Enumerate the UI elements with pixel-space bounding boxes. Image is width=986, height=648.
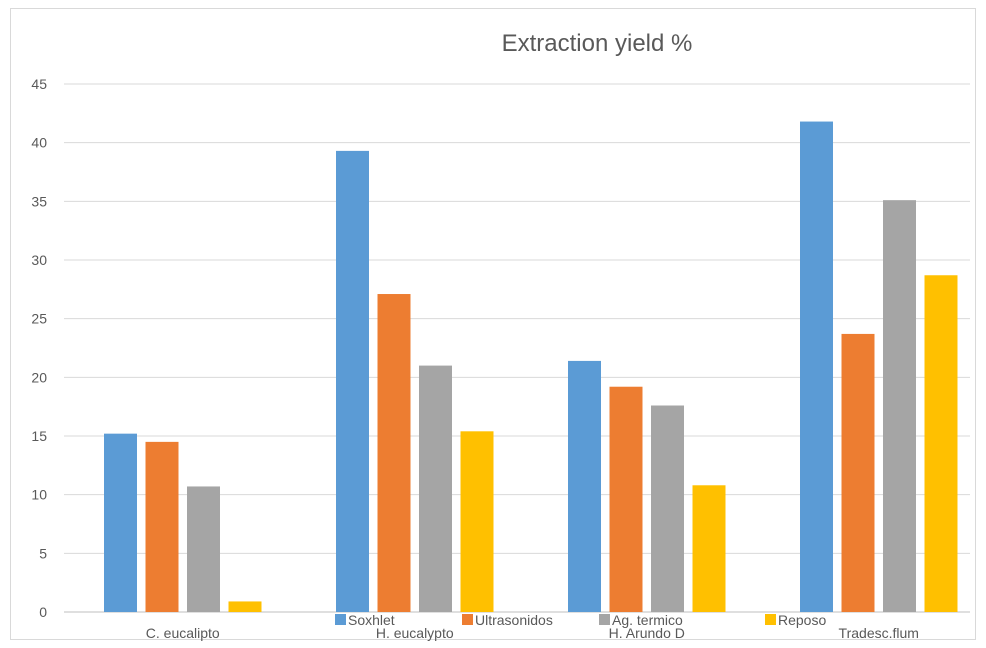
legend-label: Soxhlet: [348, 612, 395, 628]
bar-reposo-2: [692, 485, 726, 612]
legend-swatch: [765, 614, 776, 625]
y-tick-label: 25: [31, 311, 47, 327]
bars: [104, 121, 958, 613]
bar-ag-termico-2: [651, 405, 684, 612]
y-tick-label: 40: [31, 135, 47, 151]
y-axis-ticks: 0 5 10 15 20 25 30 35 40 45: [31, 76, 47, 620]
y-tick-label: 35: [31, 193, 47, 209]
bar-soxhlet-0: [104, 433, 137, 612]
legend: Soxhlet Ultrasonidos Ag. termico Reposo: [335, 612, 826, 628]
bar-soxhlet-3: [800, 121, 833, 613]
bar-ag-termico-3: [883, 200, 916, 612]
x-tick-label: H. Arundo D: [609, 625, 685, 641]
x-axis-ticks: C. eucalipto H. eucalypto H. Arundo D Trade…: [146, 625, 919, 641]
y-tick-label: 20: [31, 369, 47, 385]
x-tick-label: C. eucalipto: [146, 625, 220, 641]
y-tick-label: 0: [39, 604, 47, 620]
bar-ag-termico-0: [187, 486, 220, 612]
bar-reposo-0: [228, 601, 262, 612]
y-tick-label: 30: [31, 252, 47, 268]
x-tick-label: Tradesc.flum: [839, 625, 919, 641]
y-tick-label: 10: [31, 487, 47, 503]
legend-label: Ag. termico: [612, 612, 683, 628]
bar-ag-termico-1: [419, 365, 452, 612]
bar-reposo-3: [924, 275, 958, 612]
bar-ultrasonidos-2: [609, 386, 643, 612]
bar-soxhlet-1: [336, 150, 369, 612]
legend-label: Reposo: [778, 612, 826, 628]
bar-ultrasonidos-1: [377, 294, 411, 612]
y-tick-label: 45: [31, 76, 47, 92]
x-tick-label: H. eucalypto: [376, 625, 454, 641]
legend-swatch: [462, 614, 473, 625]
bar-ultrasonidos-0: [145, 441, 179, 612]
y-tick-label: 5: [39, 545, 47, 561]
legend-label: Ultrasonidos: [475, 612, 553, 628]
y-tick-label: 15: [31, 428, 47, 444]
chart-title: Extraction yield %: [502, 30, 693, 57]
legend-swatch: [599, 614, 610, 625]
bar-reposo-1: [460, 431, 494, 612]
bar-soxhlet-2: [568, 360, 601, 612]
legend-swatch: [335, 614, 346, 625]
bar-ultrasonidos-3: [841, 333, 875, 612]
